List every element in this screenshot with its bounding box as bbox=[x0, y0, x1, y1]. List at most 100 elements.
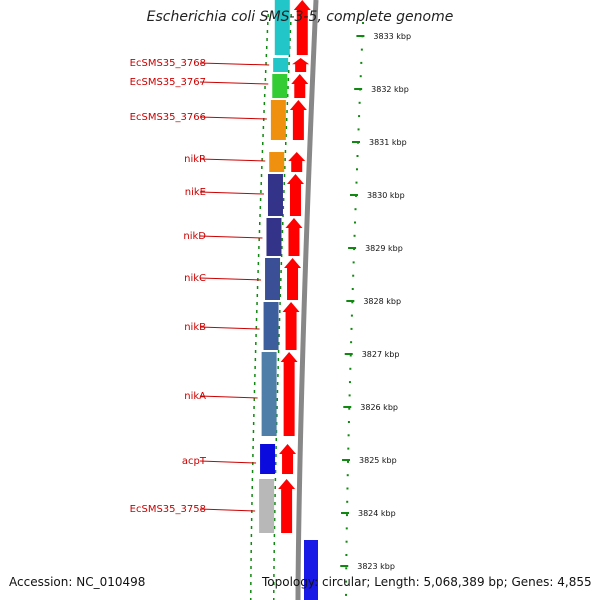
scale-minor-tick bbox=[345, 527, 348, 530]
track-guide-dot bbox=[262, 134, 264, 137]
gene-function-box bbox=[267, 174, 283, 216]
gene-label: EcSMS35_3767 bbox=[130, 77, 206, 88]
track-guide-dot bbox=[259, 206, 262, 209]
track-guide-dot bbox=[262, 126, 265, 129]
track-guide-dot bbox=[259, 198, 262, 201]
track-guide-dot bbox=[274, 494, 276, 497]
track-guide-dot bbox=[274, 486, 276, 489]
track-guide-dot bbox=[250, 518, 253, 521]
track-guide-dot bbox=[275, 446, 277, 449]
track-guide-dot bbox=[261, 150, 264, 153]
track-guide-dot bbox=[250, 534, 253, 537]
track-guide-dot bbox=[252, 446, 254, 449]
scale-minor-tick bbox=[346, 487, 349, 490]
track-guide-dot bbox=[273, 526, 276, 529]
genome-title: Escherichia coli SMS-3-5, complete genom… bbox=[146, 9, 454, 25]
track-guide-dot bbox=[281, 246, 283, 249]
track-guide-dot bbox=[253, 414, 255, 417]
gene-arrow bbox=[289, 100, 307, 140]
track-guide-dot bbox=[285, 134, 287, 137]
scale-minor-tick bbox=[360, 48, 363, 51]
track-guide-dot bbox=[279, 286, 282, 289]
track-guide-dot bbox=[282, 198, 285, 201]
track-guide-dot bbox=[250, 526, 253, 529]
gene-function-box bbox=[259, 479, 275, 533]
track-guide-dot bbox=[283, 174, 286, 177]
track-guide-dot bbox=[285, 126, 288, 129]
track-guide-dot bbox=[250, 558, 252, 561]
scale-minor-tick bbox=[345, 554, 348, 556]
scale-minor-tick bbox=[347, 460, 350, 463]
track-guide-dot bbox=[250, 550, 252, 553]
track-guide-dot bbox=[273, 590, 275, 593]
scale-minor-tick bbox=[345, 593, 348, 596]
track-guide-dot bbox=[260, 190, 262, 193]
track-guide-dot bbox=[286, 110, 288, 113]
topology-text: Topology: circular; Length: 5,068,389 bp… bbox=[262, 575, 592, 589]
track-guide-dot bbox=[273, 534, 276, 537]
scale-minor-tick bbox=[357, 128, 360, 131]
gene-label-leader bbox=[199, 191, 264, 195]
gene-function-box bbox=[263, 302, 279, 350]
scale-minor-tick bbox=[345, 540, 348, 543]
track-guide-dot bbox=[256, 286, 259, 289]
gene-label: nikR bbox=[184, 154, 206, 165]
track-guide-dot bbox=[259, 214, 261, 217]
scale-tick-label: 3833 kbp bbox=[373, 32, 411, 41]
track-guide-dot bbox=[288, 54, 291, 57]
track-guide-dot bbox=[253, 382, 256, 385]
track-guide-dot bbox=[274, 462, 277, 465]
track-guide-dot bbox=[277, 350, 280, 353]
track-guide-dot bbox=[282, 214, 284, 217]
scale-minor-tick bbox=[348, 407, 351, 410]
scale-tick-label: 3828 kbp bbox=[363, 297, 401, 306]
track-guide-dot bbox=[278, 318, 281, 321]
gene-label: nikA bbox=[184, 391, 206, 402]
track-guide-dot bbox=[259, 222, 261, 225]
track-guide-dot bbox=[266, 30, 269, 33]
gene-label: EcSMS35_3768 bbox=[130, 58, 206, 69]
track-guide-dot bbox=[263, 102, 266, 105]
track-guide-dot bbox=[278, 326, 281, 329]
track-guide-dot bbox=[263, 94, 266, 97]
gene-label-leader bbox=[199, 158, 266, 162]
gene-arrow bbox=[285, 218, 303, 256]
gene-label: EcSMS35_3758 bbox=[130, 504, 206, 515]
scale-minor-tick bbox=[350, 341, 353, 344]
gene-label: nikC bbox=[184, 273, 206, 284]
track-guide-dot bbox=[256, 294, 259, 297]
scale-minor-tick bbox=[348, 394, 351, 397]
gene-arrow bbox=[279, 444, 297, 474]
track-guide-dot bbox=[275, 438, 278, 441]
scale-minor-tick bbox=[346, 474, 349, 477]
track-guide-dot bbox=[260, 174, 263, 177]
gene-label-leader bbox=[199, 235, 263, 239]
scale-minor-tick bbox=[355, 168, 358, 171]
track-guide-dot bbox=[255, 326, 258, 329]
backbone-track bbox=[295, 0, 319, 600]
gene-label: EcSMS35_3766 bbox=[130, 112, 206, 123]
track-guide-dot bbox=[279, 294, 282, 297]
gene-label: nikE bbox=[185, 187, 206, 198]
track-guide-dot bbox=[290, 14, 292, 17]
track-guide-dot bbox=[279, 310, 281, 313]
scale-minor-tick bbox=[350, 327, 353, 330]
track-guide-dot bbox=[273, 566, 275, 569]
track-guide-dot bbox=[261, 158, 263, 161]
track-guide-dot bbox=[250, 582, 252, 585]
track-guide-dot bbox=[250, 542, 253, 545]
gene-label-leader bbox=[199, 277, 262, 281]
gene-function-box bbox=[270, 100, 286, 140]
track-guide-dot bbox=[286, 94, 289, 97]
track-guide-dot bbox=[253, 398, 256, 401]
track-guide-dot bbox=[252, 454, 254, 457]
track-guide-dot bbox=[280, 278, 282, 281]
scale-tick-label: 3824 kbp bbox=[358, 509, 396, 518]
scale-minor-tick bbox=[345, 514, 348, 517]
scale-minor-tick bbox=[356, 155, 359, 157]
track-guide-dot bbox=[287, 70, 290, 73]
track-guide-dot bbox=[276, 414, 278, 417]
track-guide-dot bbox=[284, 166, 286, 169]
scale-minor-tick bbox=[353, 234, 356, 237]
